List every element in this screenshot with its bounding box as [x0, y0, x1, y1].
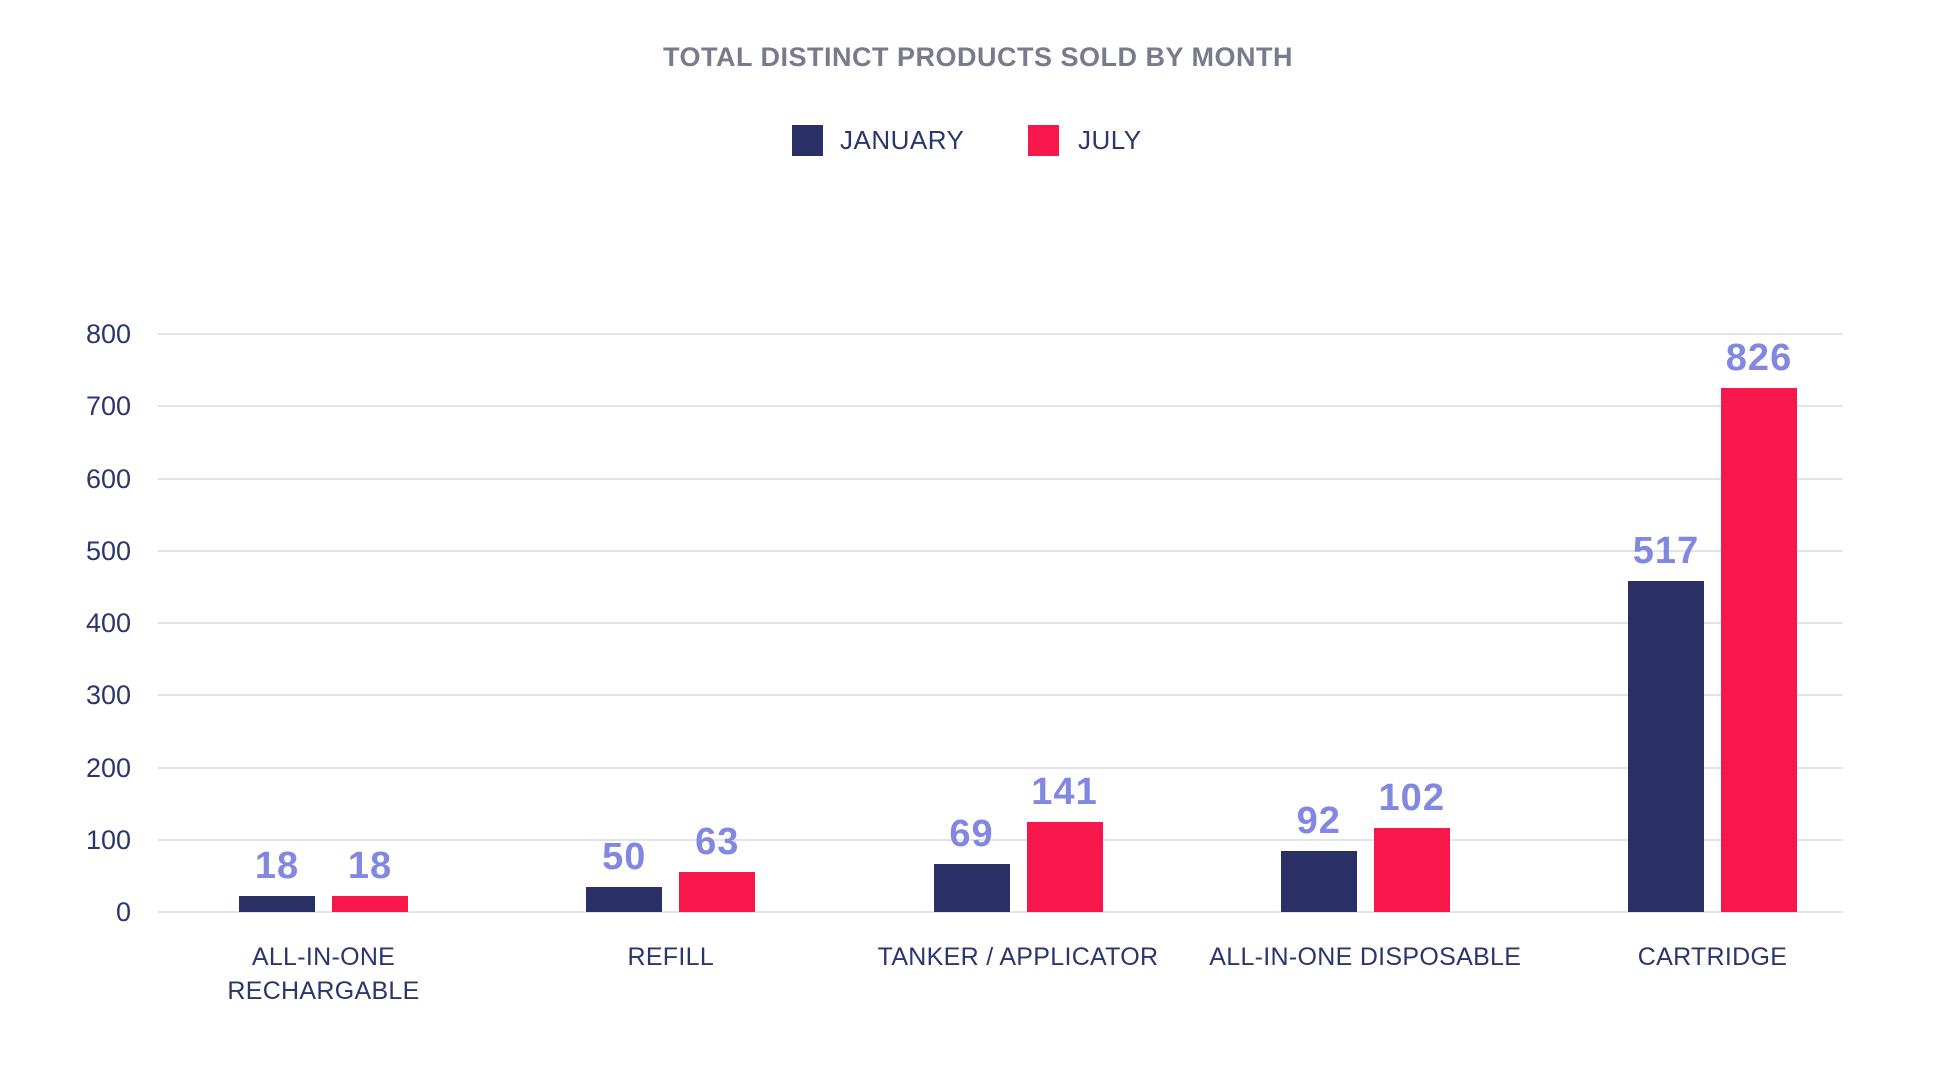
bar-january-5 — [1628, 581, 1704, 912]
legend-swatch-july — [1028, 125, 1059, 156]
category-label-5: CARTRIDGE — [1637, 943, 1788, 971]
gridline-600 — [158, 477, 1843, 480]
y-tick-label-600: 600 — [85, 463, 131, 494]
legend-label-july: JULY — [1078, 125, 1142, 155]
y-tick-label-200: 200 — [85, 752, 131, 783]
gridline-800 — [158, 333, 1843, 335]
bar-january-4 — [1280, 851, 1357, 912]
gridline-300 — [158, 694, 1843, 697]
bar-value-label-january-2: 50 — [602, 836, 647, 878]
gridline-500 — [158, 549, 1843, 552]
bar-value-label-july-4: 102 — [1378, 777, 1445, 819]
bar-january-2 — [586, 887, 663, 912]
bar-value-label-july-5: 826 — [1725, 337, 1793, 379]
gridline-200 — [158, 766, 1843, 769]
bar-january-1 — [239, 896, 315, 912]
bar-value-label-january-1: 18 — [254, 845, 300, 887]
gridline-700 — [158, 405, 1843, 408]
y-tick-label-800: 800 — [85, 319, 131, 349]
bar-value-label-january-3: 69 — [949, 813, 994, 855]
y-tick-label-0: 0 — [115, 897, 131, 927]
chart-title: TOTAL DISTINCT PRODUCTS SOLD BY MONTH — [662, 42, 1293, 72]
gridline-100 — [158, 838, 1843, 841]
bar-january-3 — [933, 864, 1010, 912]
bar-value-label-july-2: 63 — [695, 821, 740, 863]
y-tick-label-500: 500 — [85, 535, 131, 566]
bar-july-1 — [332, 896, 408, 912]
bar-value-label-january-4: 92 — [1296, 800, 1341, 842]
bar-value-label-july-3: 141 — [1031, 771, 1098, 813]
bar-july-4 — [1373, 828, 1450, 912]
bar-value-label-january-5: 517 — [1632, 530, 1700, 572]
y-tick-label-300: 300 — [85, 680, 131, 711]
category-label-2: REFILL — [627, 943, 715, 971]
category-label-3: TANKER / APPLICATOR — [877, 943, 1159, 971]
bar-july-2 — [679, 872, 756, 912]
legend-swatch-january — [792, 125, 823, 156]
bar-july-5 — [1721, 388, 1797, 912]
bar-july-3 — [1026, 822, 1103, 912]
y-tick-label-400: 400 — [85, 608, 131, 638]
category-label-4: ALL-IN-ONE DISPOSABLE — [1209, 943, 1522, 971]
gridline-0 — [158, 911, 1843, 913]
legend-label-january: JANUARY — [840, 125, 965, 155]
y-tick-label-100: 100 — [85, 824, 131, 855]
bar-value-label-july-1: 18 — [347, 845, 393, 887]
y-tick-label-700: 700 — [85, 391, 131, 422]
gridline-400 — [158, 622, 1843, 624]
category-label-1: ALL-IN-ONE RECHARGABLE — [227, 943, 420, 1005]
